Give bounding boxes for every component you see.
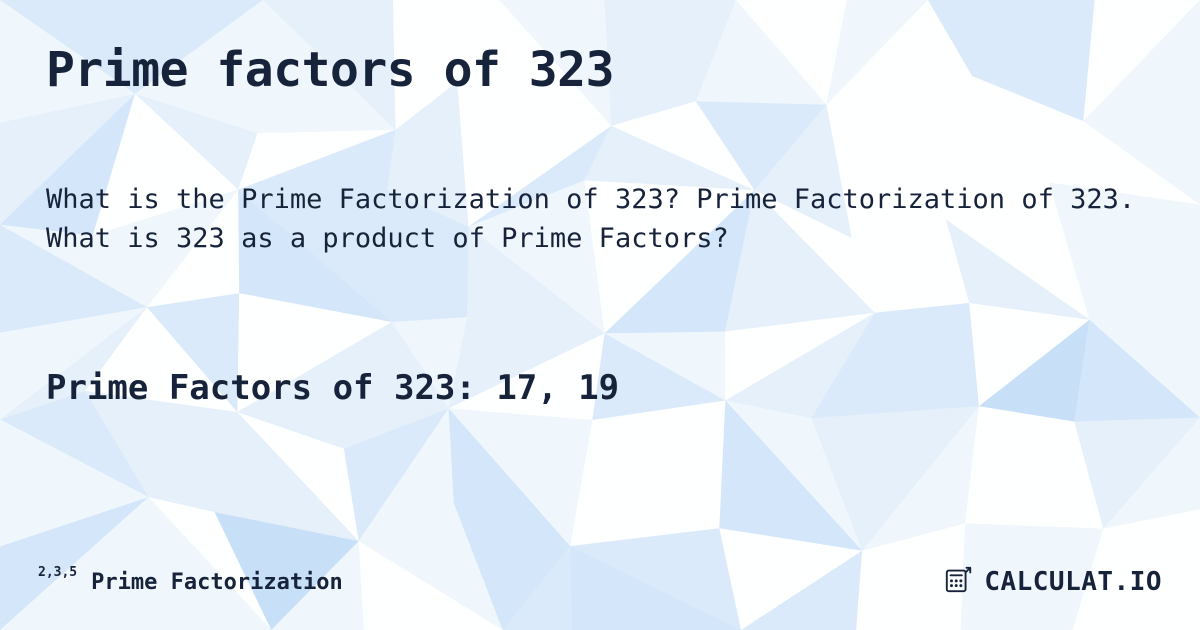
brand: CALCULAT.IO <box>944 564 1162 601</box>
answer-heading: Prime Factors of 323: 17, 19 <box>46 368 1154 408</box>
description-text: What is the Prime Factorization of 323? … <box>46 180 1146 258</box>
footer-label: Prime Factorization <box>91 570 343 595</box>
footer-mini-numbers: 2,3,5 <box>38 565 77 580</box>
footer: 2,3,5 Prime Factorization <box>0 552 1200 630</box>
page-title: Prime factors of 323 <box>46 42 1154 98</box>
footer-left: 2,3,5 Prime Factorization <box>38 570 343 595</box>
brand-text: CALCULAT.IO <box>984 567 1162 597</box>
content-area: Prime factors of 323 What is the Prime F… <box>0 0 1200 630</box>
calculator-icon <box>944 564 974 601</box>
